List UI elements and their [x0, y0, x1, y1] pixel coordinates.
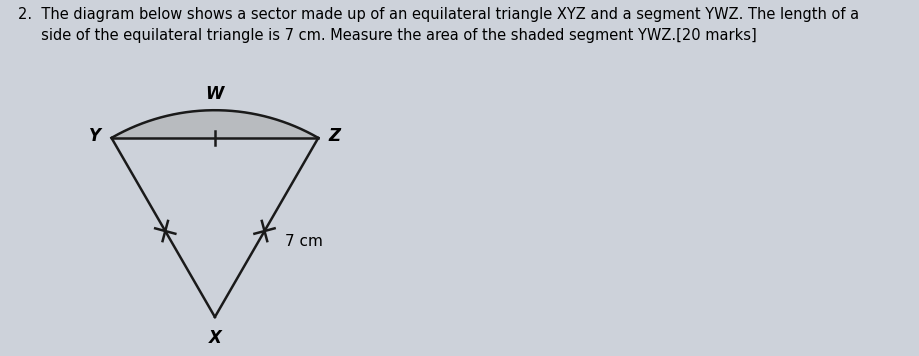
- Text: W: W: [206, 85, 224, 103]
- Polygon shape: [111, 110, 318, 138]
- Text: 2.  The diagram below shows a sector made up of an equilateral triangle XYZ and : 2. The diagram below shows a sector made…: [18, 7, 858, 43]
- Text: 7 cm: 7 cm: [285, 234, 323, 249]
- Text: Y: Y: [89, 127, 101, 146]
- Text: X: X: [209, 329, 221, 347]
- Text: Z: Z: [328, 127, 340, 146]
